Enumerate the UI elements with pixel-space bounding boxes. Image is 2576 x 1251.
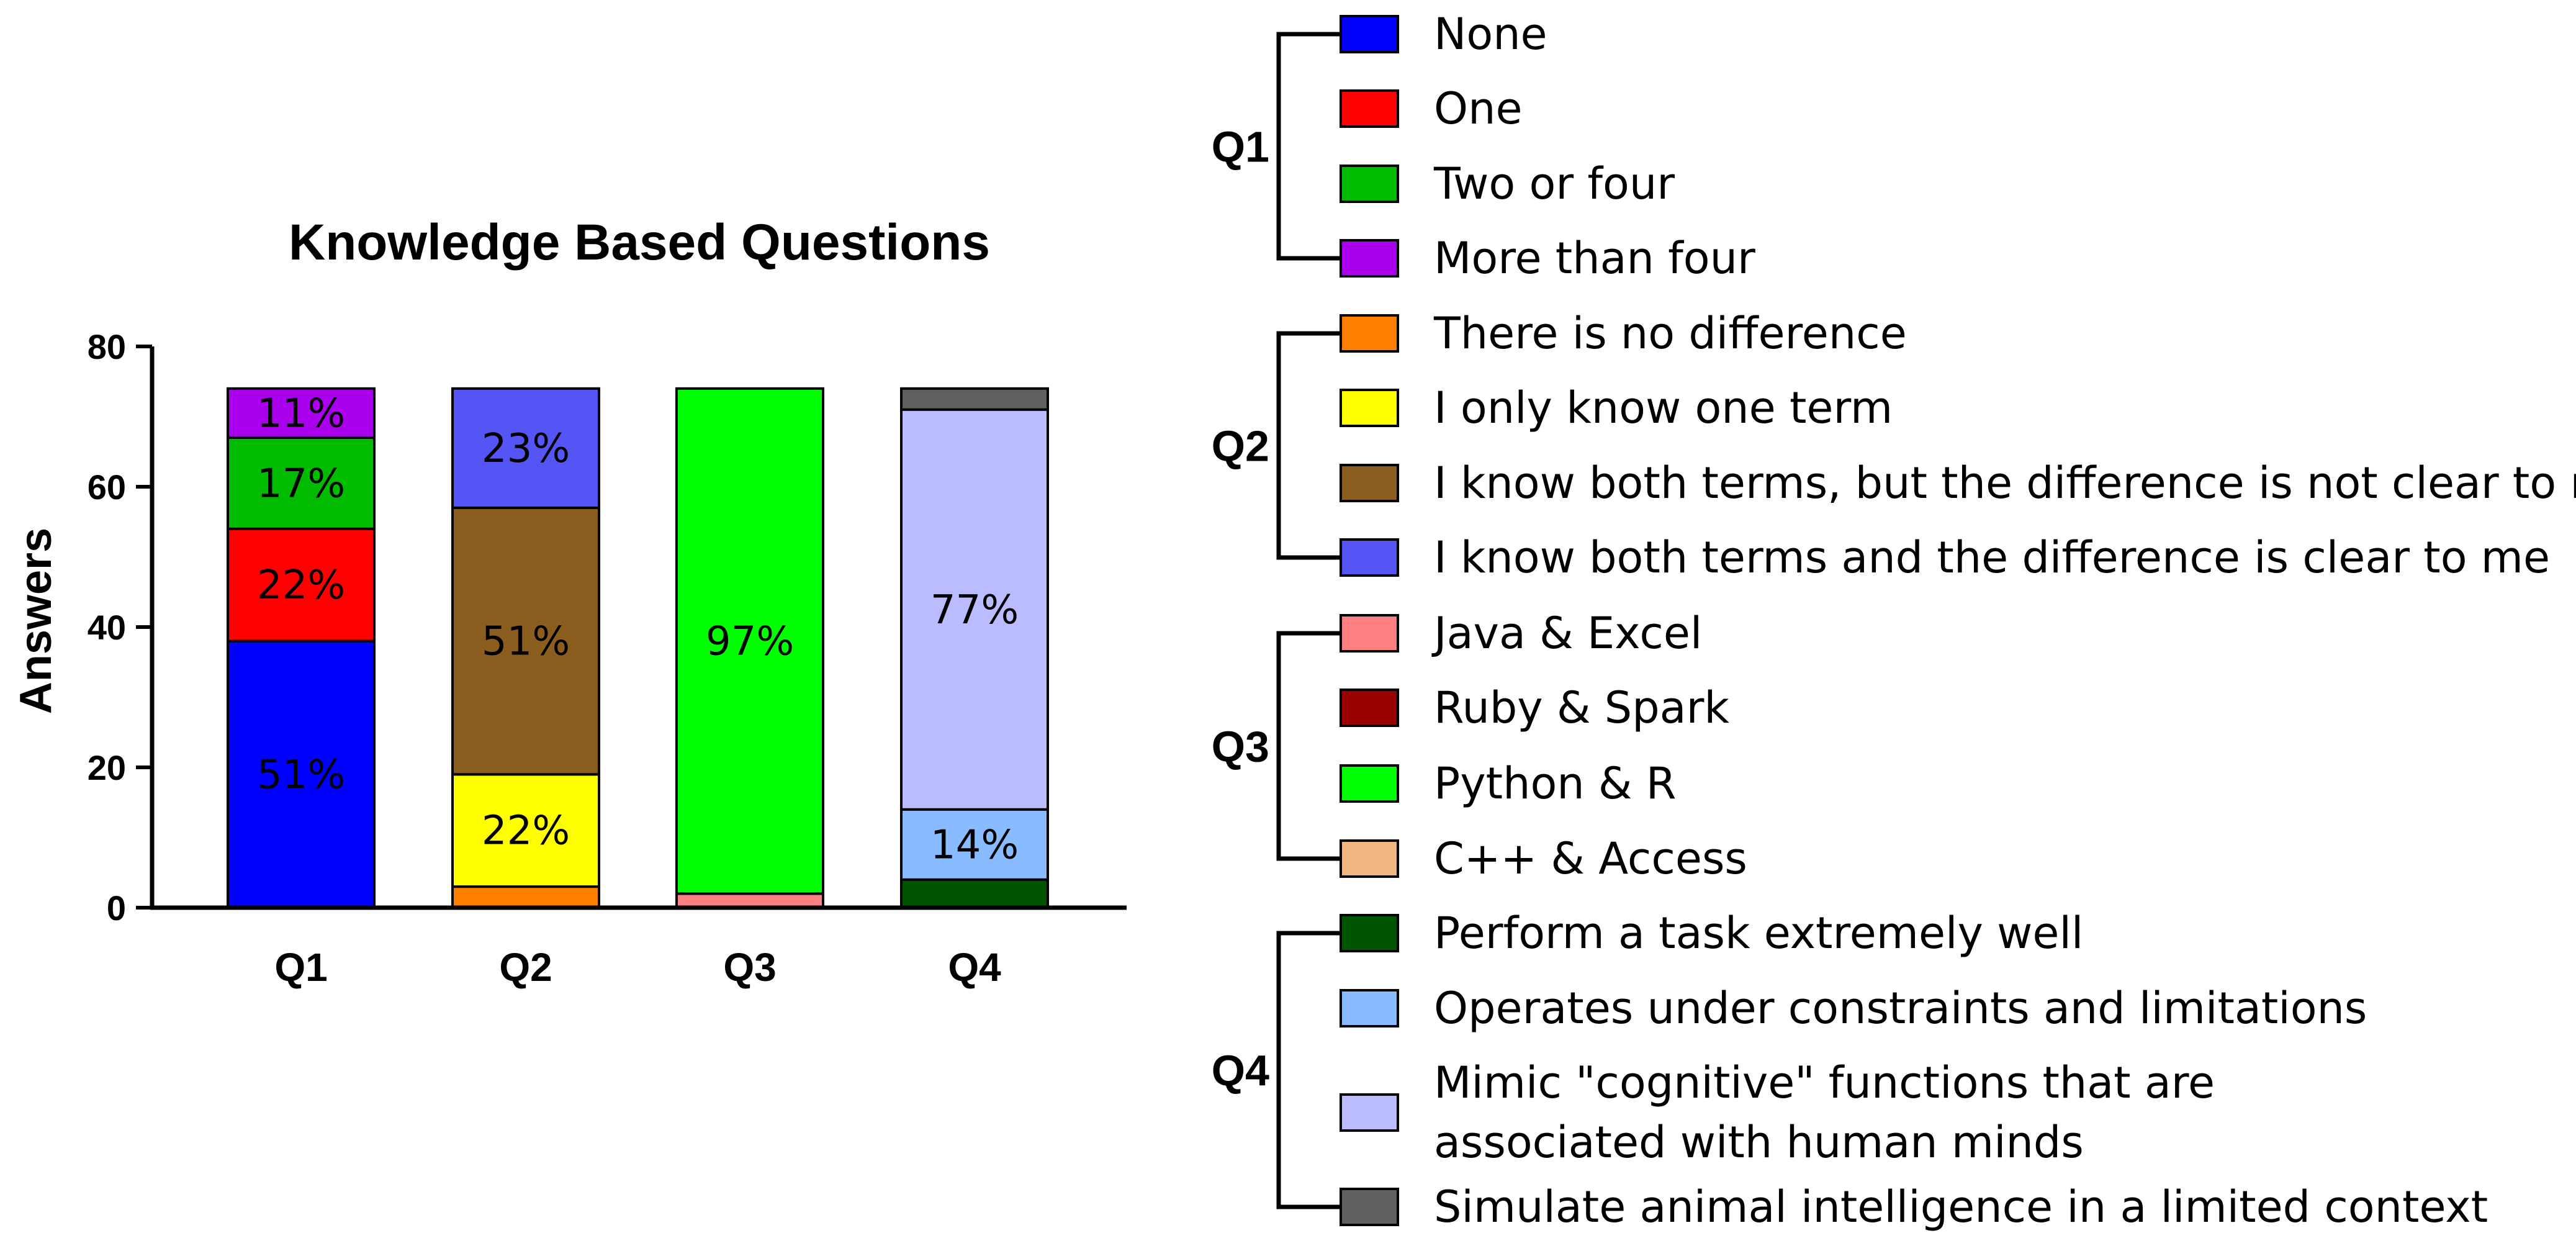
legend-swatch <box>1340 89 1399 128</box>
data-label: 22% <box>482 808 570 854</box>
data-label: 97% <box>706 619 794 665</box>
legend-label: Python & R <box>1434 758 1676 809</box>
bar-segment-q4-mimic-cognitive-functions-that-are-associated-with-human-minds <box>900 408 1049 811</box>
legend-swatch <box>1340 314 1399 353</box>
legend-swatch <box>1340 15 1399 53</box>
legend-label: There is no difference <box>1433 308 1907 359</box>
y-tick-label: 40 <box>88 608 126 647</box>
legend-label: Operates under constraints and limitatio… <box>1434 983 2367 1034</box>
x-tick-label: Q2 <box>499 945 552 990</box>
legend-swatch <box>1340 614 1399 653</box>
legend-group-label: Q1 <box>1212 123 1269 171</box>
legend-group-label: Q2 <box>1212 422 1269 471</box>
legend-swatch <box>1340 389 1399 427</box>
bar-segment-q1-two-or-four <box>227 436 376 530</box>
legend-label: Mimic "cognitive" functions that are <box>1434 1057 2215 1108</box>
bar-segment-q1-more-than-four <box>227 387 376 439</box>
legend-swatch <box>1340 689 1399 727</box>
legend-swatch <box>1340 989 1399 1027</box>
legend-swatch <box>1340 1188 1399 1226</box>
y-tick-label: 80 <box>88 327 126 366</box>
x-tick-label: Q1 <box>274 945 327 990</box>
legend-swatch <box>1340 538 1399 577</box>
legend-label: I only know one term <box>1434 382 1893 433</box>
legend-label: Two or four <box>1433 158 1675 209</box>
y-tick-label: 0 <box>107 888 126 928</box>
bar-segment-q4-operates-under-constraints-and-limitations <box>900 808 1049 881</box>
bar-segment-q2-i-know-both-terms-but-the-difference-is-not-clear-to-me <box>451 506 600 776</box>
legend-swatch <box>1340 464 1399 502</box>
legend-bracket <box>1276 931 1341 1209</box>
legend-swatch <box>1340 165 1399 203</box>
legend-label: More than four <box>1434 233 1755 284</box>
legend-label: None <box>1434 9 1547 60</box>
legend-label: Simulate animal intelligence in a limite… <box>1434 1181 2488 1232</box>
legend-label: Java & Excel <box>1431 608 1702 659</box>
bar-segment-q1-one <box>227 527 376 643</box>
data-label: 22% <box>257 562 345 608</box>
legend-label: I know both terms, but the difference is… <box>1434 458 2576 508</box>
legend-group-label: Q3 <box>1212 723 1269 771</box>
legend-bracket <box>1276 32 1341 261</box>
chart-title: Knowledge Based Questions <box>289 214 990 271</box>
data-label: 17% <box>257 461 345 507</box>
legend-label: associated with human minds <box>1434 1117 2084 1168</box>
bar-segment-q2-there-is-no-difference <box>451 885 600 909</box>
data-label: 51% <box>482 619 570 665</box>
legend-swatch <box>1340 239 1399 278</box>
bar-segment-q4-simulate-animal-intelligence-in-a-limited-context <box>900 387 1049 411</box>
legend-swatch <box>1340 764 1399 803</box>
y-tick-label: 20 <box>88 748 126 787</box>
bar-segment-q4-perform-a-task-extremely-well <box>900 878 1049 910</box>
data-label: 11% <box>257 391 345 436</box>
y-axis-label: Answers <box>11 528 61 714</box>
x-tick-label: Q3 <box>723 945 776 990</box>
data-label: 23% <box>482 426 570 472</box>
legend-swatch <box>1340 839 1399 878</box>
legend-label: Perform a task extremely well <box>1434 908 2083 959</box>
legend-label: Ruby & Spark <box>1434 682 1729 733</box>
legend-bracket <box>1276 631 1341 861</box>
data-label: 77% <box>930 587 1019 633</box>
legend-swatch <box>1340 1093 1399 1132</box>
legend-label: One <box>1434 83 1523 134</box>
legend-label: I know both terms and the difference is … <box>1434 532 2550 583</box>
legend-swatch <box>1340 914 1399 952</box>
bar-segment-q2-i-only-know-one-term <box>451 773 600 888</box>
legend: Q1 None One Two or four More than four Q2 Ther… <box>1212 9 2576 1232</box>
legend-bracket <box>1276 331 1341 560</box>
x-tick-label: Q4 <box>948 945 1001 990</box>
y-tick-label: 60 <box>88 467 126 507</box>
data-label: 51% <box>257 752 345 798</box>
plot-area: 0 20 40 60 80 51% 22% 17% 11% Q1 22% 51% 23% Q2 97% Q3 1… <box>88 327 1127 990</box>
bar-segment-q2-i-know-both-terms-and-the-difference-is-clear-to-me <box>451 387 600 509</box>
legend-label: C++ & Access <box>1434 833 1747 884</box>
legend-group-label: Q4 <box>1212 1047 1269 1095</box>
bar-segment-q3-python-r <box>675 387 824 895</box>
data-label: 14% <box>930 822 1019 868</box>
